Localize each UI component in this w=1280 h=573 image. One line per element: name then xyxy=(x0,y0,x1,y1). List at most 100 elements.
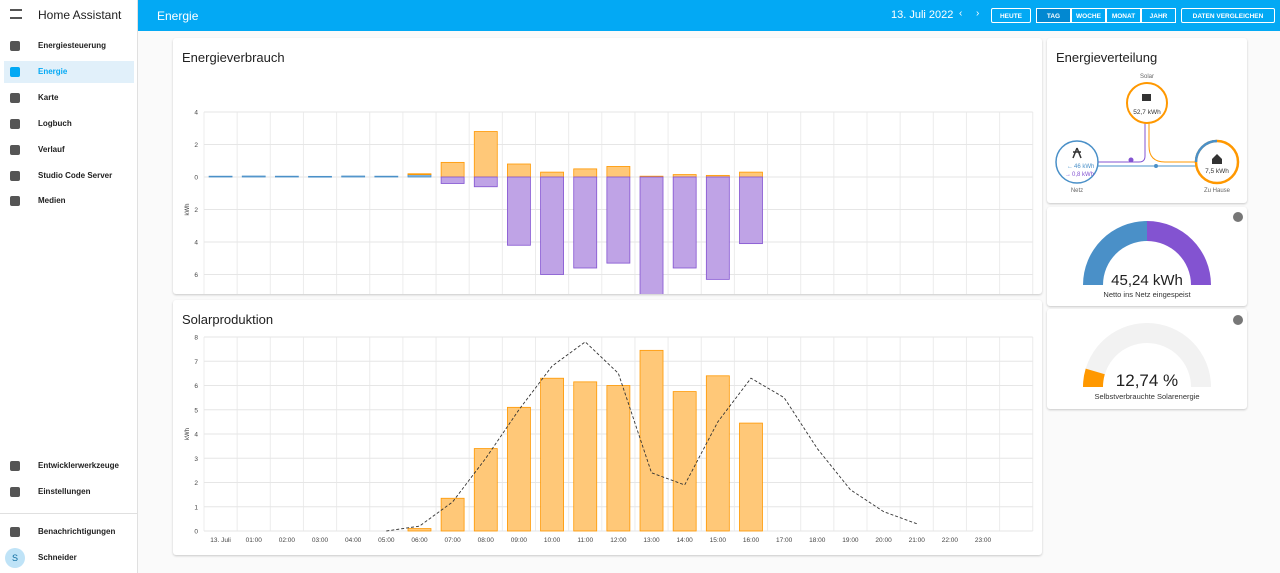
menu-icon[interactable] xyxy=(10,9,22,19)
bar xyxy=(639,176,664,294)
nav-icon xyxy=(10,170,20,181)
nav-label: Energie xyxy=(38,66,68,76)
nav-item[interactable]: Benachrichtigungen xyxy=(4,521,134,543)
bar xyxy=(573,381,598,532)
bar xyxy=(473,176,498,188)
nav-icon xyxy=(10,196,20,207)
bar xyxy=(440,161,465,178)
y-tick-label: 6 xyxy=(194,272,198,279)
gauge-label: Netto ins Netz eingespeist xyxy=(1103,290,1191,299)
grid-node xyxy=(1055,140,1099,184)
home-label: Zu Hause xyxy=(1204,188,1231,194)
nav-icon xyxy=(10,144,20,155)
gauge-arc xyxy=(1083,221,1147,285)
x-tick-label: 02:00 xyxy=(279,537,296,544)
nav-icon xyxy=(10,118,20,129)
y-axis-label: kWh xyxy=(185,428,191,440)
bar xyxy=(407,173,432,175)
solar-value: 52,7 kWh xyxy=(1133,109,1161,116)
nav-item[interactable]: Medien xyxy=(4,190,134,212)
bar xyxy=(241,175,266,178)
nav-label: Entwicklerwerkzeuge xyxy=(38,461,119,470)
info-icon[interactable] xyxy=(1233,212,1243,222)
bar xyxy=(440,497,465,532)
nav-item[interactable]: Logbuch xyxy=(4,113,134,135)
next[interactable]: › xyxy=(976,8,980,19)
x-tick-label: 13:00 xyxy=(643,537,660,544)
x-tick-label: 18:00 xyxy=(809,537,826,544)
gauge-arc xyxy=(1147,221,1211,285)
x-tick-label: 03:00 xyxy=(312,537,329,544)
bar xyxy=(341,175,366,178)
x-tick-label: 20:00 xyxy=(875,537,892,544)
y-tick-label: 2 xyxy=(194,207,198,214)
card-title: Solarproduktion xyxy=(182,312,274,327)
bar xyxy=(606,166,631,178)
prev[interactable]: ‹ xyxy=(959,8,963,19)
nav-item[interactable]: Karte xyxy=(4,87,134,109)
period-button[interactable]: WOCHE xyxy=(1071,8,1106,23)
bar xyxy=(672,176,697,269)
nav-icon xyxy=(10,461,20,471)
period-button[interactable]: JAHR xyxy=(1141,8,1176,23)
bar xyxy=(374,175,399,178)
period-button[interactable]: TAG xyxy=(1036,8,1071,23)
nav-icon xyxy=(10,41,20,51)
home-value: 7,5 kWh xyxy=(1205,168,1229,175)
gauge-value: 45,24 kWh xyxy=(1111,272,1183,289)
bar xyxy=(507,163,531,178)
grid-out: 0,8 kWh xyxy=(1072,172,1094,178)
card-title: Energieverteilung xyxy=(1056,50,1158,65)
bar xyxy=(540,171,564,178)
bar xyxy=(440,176,465,184)
nav-label: Einstellungen xyxy=(38,487,91,496)
avatar[interactable]: S xyxy=(5,548,25,568)
bar xyxy=(705,375,730,532)
chart: 4202468kWh13. Juli01:0002:0003:0004:0005… xyxy=(185,110,1034,294)
x-tick-label: 12:00 xyxy=(610,537,627,544)
y-tick-label: 8 xyxy=(194,335,198,342)
nav-item[interactable]: Verlauf xyxy=(4,139,134,161)
y-tick-label: 2 xyxy=(194,142,198,149)
nav-item[interactable]: Studio Code Server xyxy=(4,165,134,187)
nav-item[interactable]: Energiesteuerung xyxy=(4,35,134,57)
period-button[interactable]: MONAT xyxy=(1106,8,1141,23)
x-tick-label: 16:00 xyxy=(743,537,760,544)
gauge-arc xyxy=(1083,368,1105,387)
solar-label: Solar xyxy=(1140,74,1154,80)
y-tick-label: 4 xyxy=(194,110,198,117)
bar xyxy=(705,176,730,280)
sidebar: Home Assistant S Energiesteuerung Energie… xyxy=(0,0,138,573)
nav-item[interactable]: Energie xyxy=(4,60,134,83)
arrow: ← xyxy=(1067,164,1073,170)
flow-line xyxy=(1148,123,1196,163)
nav-item[interactable]: Einstellungen xyxy=(4,481,134,503)
solar-node xyxy=(1126,82,1168,124)
y-axis-label: kWh xyxy=(185,204,191,216)
grid-icon xyxy=(1072,147,1082,159)
bar xyxy=(639,349,664,532)
x-tick-label: 23:00 xyxy=(975,537,992,544)
bar xyxy=(606,176,631,264)
gauge-card: 45,24 kWh Netto ins Netz eingespeist xyxy=(1047,207,1247,306)
nav-icon xyxy=(10,487,20,497)
gauge-card: 12,74 % Selbstverbrauchte Solarenergie xyxy=(1047,309,1247,409)
today-button[interactable]: HEUTE xyxy=(991,8,1031,23)
x-tick-label: 11:00 xyxy=(577,537,593,544)
divider xyxy=(0,513,137,514)
x-tick-label: 13. Juli xyxy=(210,537,231,544)
compare-button[interactable]: DATEN VERGLEICHEN xyxy=(1181,8,1275,23)
nav-icon xyxy=(10,527,20,537)
bar xyxy=(573,168,598,178)
y-tick-label: 3 xyxy=(194,456,198,463)
bar xyxy=(573,176,598,269)
user[interactable]: Schneider xyxy=(4,547,134,569)
bar xyxy=(739,176,763,245)
info-icon[interactable] xyxy=(1233,315,1243,325)
bar xyxy=(473,448,498,532)
nav-item[interactable]: Entwicklerwerkzeuge xyxy=(4,455,134,477)
y-tick-label: 7 xyxy=(194,359,198,366)
nav-label: Medien xyxy=(38,196,66,206)
app-title: Home Assistant xyxy=(38,8,122,22)
solar-icon xyxy=(1142,94,1151,101)
